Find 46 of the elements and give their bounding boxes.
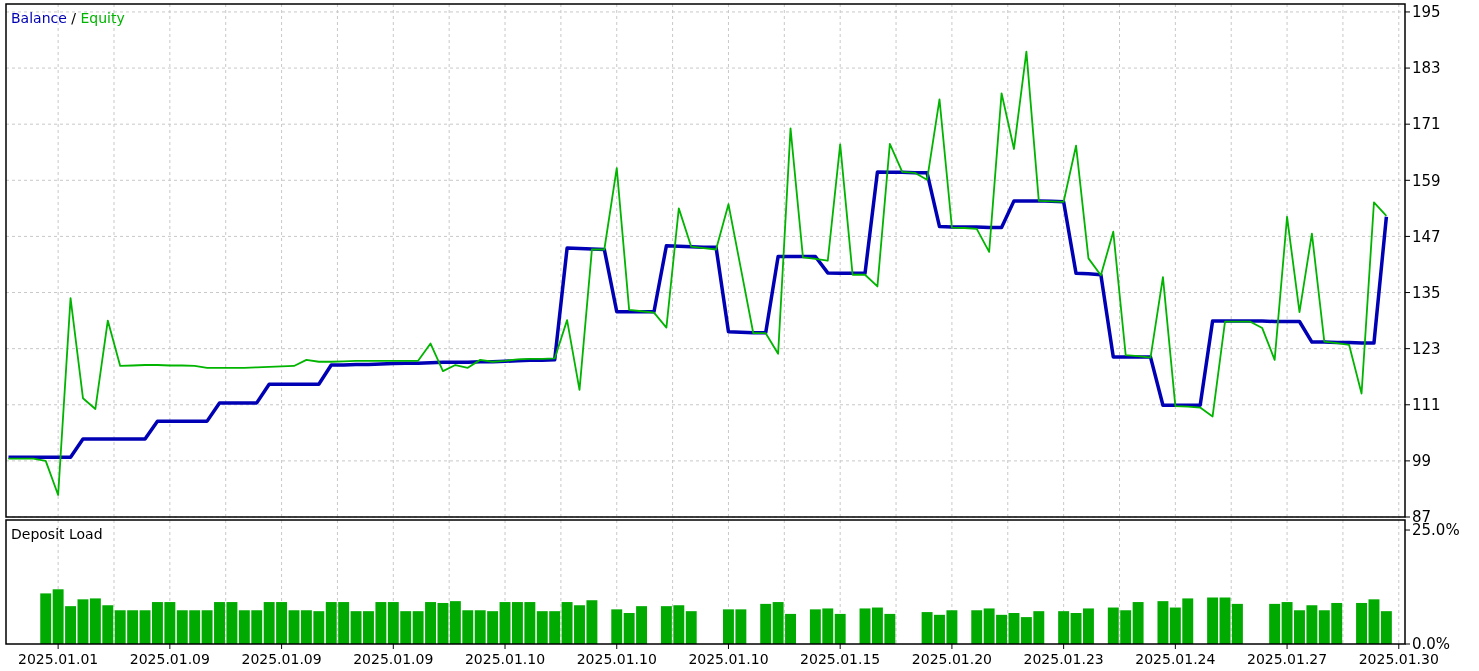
x-tick-label: 2025.01.10 [576, 651, 657, 667]
x-tick-label: 2025.01.09 [353, 651, 434, 667]
y-tick-label: 183 [1412, 59, 1441, 78]
bar [1058, 611, 1070, 644]
x-tick-label: 2025.01.27 [1246, 651, 1328, 667]
line-series [7, 50, 1388, 496]
x-tick-label: 2025.01.24 [1135, 651, 1216, 667]
y-tick-label: 147 [1412, 227, 1441, 246]
bar [760, 603, 772, 644]
annotation: / [66, 10, 81, 26]
bar [40, 593, 52, 644]
text: Equity [80, 10, 125, 26]
bar [971, 610, 983, 644]
x-tick-label: 2025.01.10 [688, 651, 769, 667]
bar [1269, 603, 1281, 644]
y-tick-label: 99 [1412, 452, 1432, 471]
bar [1157, 601, 1169, 644]
bar [859, 608, 871, 644]
x-tick-label: 2025.01.30 [1358, 651, 1439, 667]
bar [1231, 603, 1243, 644]
y-tick-label: 135 [1412, 283, 1441, 302]
bar [77, 599, 89, 644]
x-tick-label: 2025.01.01 [18, 651, 99, 667]
bar [499, 602, 511, 644]
bar [1380, 611, 1392, 644]
y-tick-label: 0.0% [1412, 635, 1451, 654]
x-tick-label: 2025.01.09 [129, 651, 210, 667]
bar [834, 613, 846, 644]
text: Balance [11, 10, 67, 26]
y-tick-label: 111 [1412, 396, 1441, 415]
x-tick-label: 2025.01.23 [1023, 651, 1104, 667]
chart-title: Deposit Load [11, 526, 103, 542]
x-tick-label: 2025.01.10 [464, 651, 546, 667]
y-tick-label: 195 [1412, 3, 1441, 22]
x-tick-label: 2025.01.20 [911, 651, 992, 667]
bar [611, 609, 623, 644]
y-tick-label: 123 [1412, 339, 1441, 358]
bar [1132, 602, 1144, 644]
x-tick-label: 2025.01.09 [241, 651, 322, 667]
bar [1356, 602, 1368, 644]
x-tick-label: 2025.01.15 [800, 651, 881, 667]
y-tick-label: 171 [1412, 115, 1441, 134]
bar [1368, 599, 1380, 644]
bar [1207, 597, 1219, 644]
y-tick-label: 159 [1412, 171, 1441, 190]
bar [685, 611, 697, 644]
